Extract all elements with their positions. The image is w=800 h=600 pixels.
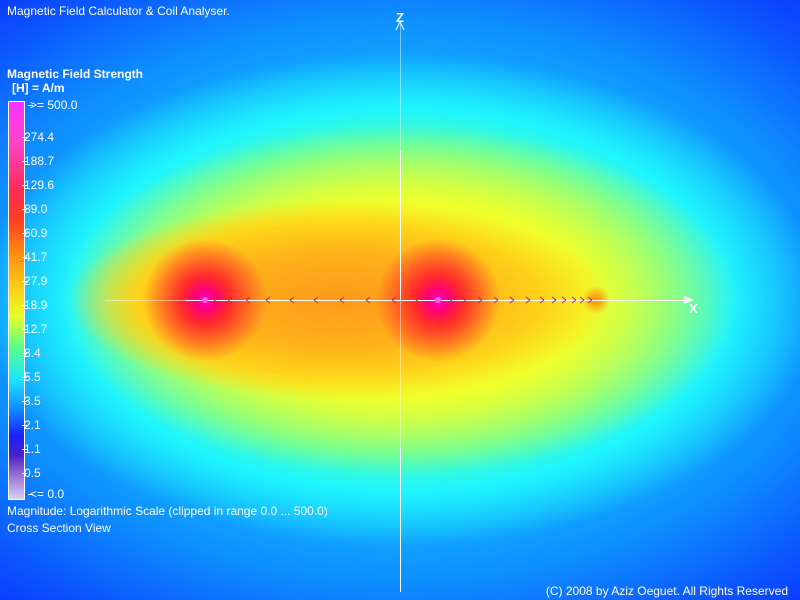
legend-tick: 0.5: [22, 466, 41, 480]
view-name: Cross Section View: [7, 521, 111, 535]
flux-arrows-left: [213, 296, 421, 304]
legend-tick: 5.5: [22, 370, 41, 384]
z-axis-faint-upper: [400, 24, 401, 149]
legend-title: Magnetic Field Strength: [7, 67, 144, 81]
legend-tick: 1.1: [22, 442, 41, 456]
coil-cross-section-left: [202, 297, 208, 303]
legend-tick: 60.9: [21, 226, 48, 240]
legend-tick: 2.1: [22, 418, 41, 432]
legend-tick: 41.7: [21, 250, 48, 264]
z-axis-line-upper: [400, 150, 401, 300]
legend-tick: 8.4: [22, 346, 41, 360]
legend-colorbar: [8, 101, 25, 500]
legend-tick: 188.7: [21, 154, 55, 168]
legend-tick: <= 0.0: [27, 487, 65, 501]
legend-tick: 89.0: [21, 202, 48, 216]
scale-note: Magnitude: Logarithmic Scale (clipped in…: [7, 504, 328, 518]
legend-tick: 18.9: [21, 298, 48, 312]
legend-tick: 3.5: [22, 394, 41, 408]
x-axis-arrowhead: [684, 296, 694, 304]
legend-tick: 274.4: [21, 130, 55, 144]
legend-tick: 27.9: [21, 274, 48, 288]
x-axis-label: X: [689, 301, 698, 316]
copyright-notice: (C) 2008 by Aziz Oeguet. All Rights Rese…: [545, 584, 788, 598]
app-title: Magnetic Field Calculator & Coil Analyse…: [7, 4, 230, 18]
legend-tick: 12.7: [21, 322, 48, 336]
z-axis-arrowhead: [395, 20, 405, 31]
flux-arrows-right: [447, 296, 593, 304]
z-axis-line-lower: [400, 448, 401, 592]
legend-tick: 129.6: [21, 178, 55, 192]
coil-cross-section-right: [435, 297, 441, 303]
z-axis-faint-mid: [400, 300, 401, 448]
legend-tick: >= 500.0: [27, 98, 78, 112]
x-axis-faint-left: [105, 300, 185, 301]
legend-unit: [H] = A/m: [12, 81, 65, 95]
z-axis-label: Z: [396, 10, 404, 25]
